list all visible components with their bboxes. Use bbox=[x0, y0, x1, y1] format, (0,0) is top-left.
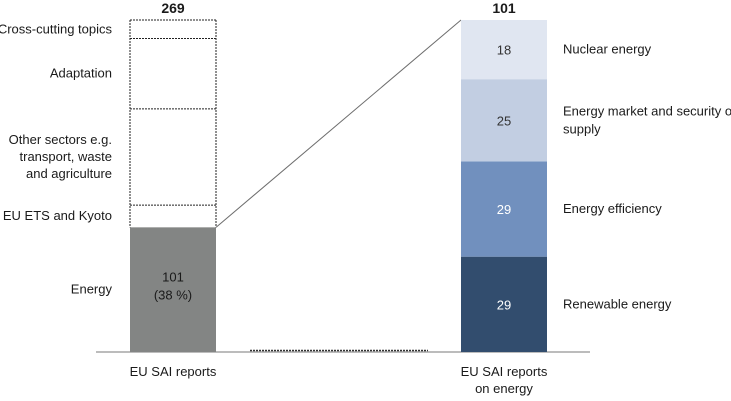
right-bar-value-label: 25 bbox=[497, 113, 511, 128]
left-bar-caption: EU SAI reports bbox=[130, 364, 217, 379]
right-bar-segment-1 bbox=[461, 161, 547, 257]
right-category-label: Renewable energy bbox=[563, 296, 672, 311]
left-category-label: Energy bbox=[71, 282, 113, 297]
right-bar-value-label: 29 bbox=[497, 297, 511, 312]
right-category-label: supply bbox=[563, 121, 601, 136]
right-bar-segment-3 bbox=[461, 20, 547, 80]
right-bar-caption: on energy bbox=[475, 381, 533, 396]
left-category-label: EU ETS and Kyoto bbox=[3, 208, 112, 223]
right-category-label: Energy efficiency bbox=[563, 201, 662, 216]
right-bar-value-label: 29 bbox=[497, 202, 511, 217]
right-category-label: Energy market and security of bbox=[563, 103, 731, 118]
left-bar-value-label: 101 bbox=[162, 270, 184, 285]
left-bar-total: 269 bbox=[161, 0, 185, 16]
left-category-label: Adaptation bbox=[50, 66, 112, 81]
right-bar-segment-2 bbox=[461, 79, 547, 162]
left-bar-segment-3 bbox=[130, 39, 216, 109]
left-bar-segment-1 bbox=[130, 205, 216, 227]
left-bar-segment-2 bbox=[130, 109, 216, 205]
right-bar-value-label: 18 bbox=[497, 43, 511, 58]
left-bar-share-label: (38 %) bbox=[154, 288, 192, 303]
left-category-label: transport, waste bbox=[20, 149, 113, 164]
left-category-label: Other sectors e.g. bbox=[9, 132, 112, 147]
left-category-label: Cross-cutting topics bbox=[0, 21, 112, 36]
right-bar-total: 101 bbox=[492, 0, 516, 16]
left-bar-segment-0 bbox=[130, 227, 216, 352]
left-category-label: and agriculture bbox=[26, 166, 112, 181]
right-bar-segment-0 bbox=[461, 256, 547, 352]
left-bar-segment-4 bbox=[130, 20, 216, 39]
connector-line-top bbox=[215, 19, 462, 228]
right-category-label: Nuclear energy bbox=[563, 42, 652, 57]
right-bar-caption: EU SAI reports bbox=[461, 364, 548, 379]
